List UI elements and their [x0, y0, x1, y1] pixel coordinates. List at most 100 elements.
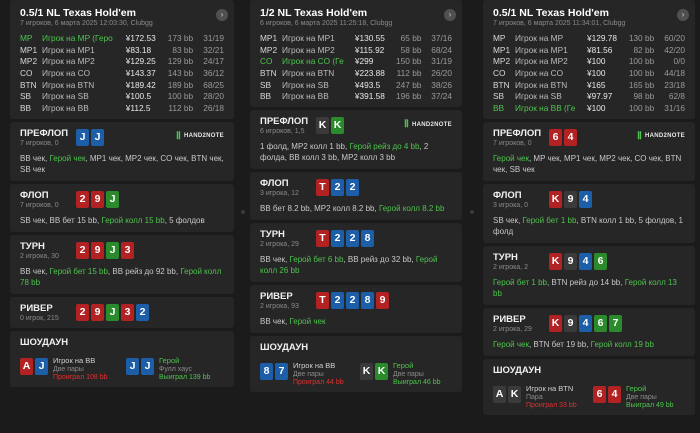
- showdown-combo: Две пары: [53, 365, 84, 373]
- player-row[interactable]: SB Игрок на SB ¥100.5 100 bb 28/20: [20, 91, 224, 103]
- playing-card: T: [316, 230, 329, 248]
- street-actions: BB чек, Герой чек, MP1 чек, MP2 чек, CO …: [20, 153, 224, 175]
- player-row[interactable]: SB Игрок на SB ¥97.97 98 bb 62/8: [493, 91, 685, 103]
- player-row[interactable]: CO Игрок на CO ¥100 100 bb 44/18: [493, 68, 685, 80]
- playing-card: 6: [594, 314, 607, 332]
- street-pot: 7 игроков, 0: [20, 139, 59, 147]
- playing-card: K: [331, 117, 344, 135]
- player-position: CO: [493, 68, 506, 79]
- player-row[interactable]: MP2 Игрок на MP2 ¥100 100 bb 0/0: [493, 56, 685, 68]
- player-row[interactable]: MP Игрок на MP ¥129.78 130 bb 60/20: [493, 33, 685, 45]
- street-label: ПРЕФЛОП 6 игроков, 1,5: [260, 116, 316, 135]
- showdown-name: Игрок на BTN: [526, 383, 574, 393]
- hand-panel-3: 0.5/1 NL Texas Hold'em 7 игроков, 6 марта…: [483, 0, 695, 433]
- action-text: , BTN рейз до 14 bb,: [546, 277, 625, 287]
- player-row[interactable]: MP Игрок на MP (Геро ¥172.53 173 bb 31/19: [20, 33, 224, 45]
- player-row[interactable]: MP1 Игрок на MP1 ¥81.56 82 bb 42/20: [493, 45, 685, 57]
- player-stats: 32/21: [203, 44, 224, 55]
- hand-panel-2: 1/2 NL Texas Hold'em 6 игроков, 6 марта 2…: [250, 0, 462, 433]
- player-row[interactable]: CO Игрок на CO (Ге ¥299 150 bb 31/19: [260, 56, 452, 68]
- chevron-right-icon[interactable]: ›: [677, 9, 689, 21]
- player-row[interactable]: MP2 Игрок на MP2 ¥115.92 58 bb 68/24: [260, 45, 452, 57]
- street-header: РИВЕР 2 игрока, 29 K 9 4 6 7: [493, 314, 685, 333]
- playing-card: J: [141, 357, 154, 375]
- playing-card: 4: [579, 190, 592, 208]
- player-row[interactable]: BB Игрок на BB (Ге ¥100 100 bb 31/16: [493, 103, 685, 115]
- player-row[interactable]: CO Игрок на CO ¥143.37 143 bb 36/12: [20, 68, 224, 80]
- playing-card: 9: [564, 190, 577, 208]
- player-row[interactable]: BTN Игрок на BTN ¥223.88 112 bb 26/20: [260, 68, 452, 80]
- street-label: ФЛОП 7 игроков, 0: [20, 190, 76, 209]
- showdown-info: Игрок на BB Две пары Проиграл 44 bb: [293, 361, 344, 386]
- playing-card: 4: [579, 314, 592, 332]
- player-bb: 100 bb: [167, 91, 194, 102]
- showdown-name: Герой: [159, 355, 180, 365]
- playing-card: 2: [76, 190, 89, 208]
- player-row[interactable]: BB Игрок на BB ¥112.5 112 bb 26/18: [20, 103, 224, 115]
- street-name: ФЛОП: [20, 189, 49, 201]
- street-label: ФЛОП 3 игрока, 12: [260, 178, 316, 197]
- player-stats: 28/20: [203, 91, 224, 102]
- showdown-section: ШОУДАУН 8 7 Игрок на BB Две пары Проиграл 44 …: [250, 336, 462, 393]
- playing-card: K: [360, 363, 373, 381]
- player-row[interactable]: MP1 Игрок на MP1 ¥130.55 65 bb 37/16: [260, 33, 452, 45]
- action-text: , BTN колл 1 bb, 5 фолдов, 1 фолд: [493, 215, 683, 236]
- street-header: РИВЕР 2 игрока, 93 T 2 2 8 9: [260, 291, 452, 310]
- player-stats: 68/24: [431, 44, 452, 55]
- action-text: Герой бет 6 bb: [289, 255, 344, 265]
- player-name: Игрок на BTN: [42, 79, 95, 90]
- action-text: Герой чек: [493, 153, 529, 163]
- playing-card: 6: [594, 252, 607, 270]
- player-row[interactable]: BTN Игрок на BTN ¥165 165 bb 23/18: [493, 80, 685, 92]
- street-label: ТУРН 2 игрока, 2: [493, 252, 549, 271]
- player-stack: ¥100: [586, 103, 606, 114]
- player-stack: ¥143.37: [125, 68, 156, 79]
- playing-card: 9: [564, 314, 577, 332]
- player-bb: 150 bb: [396, 56, 422, 67]
- action-text: , SB: [20, 153, 224, 174]
- showdown-combo: Пара: [526, 393, 543, 401]
- hand-panel-1: 0.5/1 NL Texas Hold'em 7 игроков, 6 марта…: [10, 0, 234, 433]
- player-name: Игрок на BB (Ге: [515, 103, 576, 114]
- playing-card: A: [20, 357, 33, 375]
- playing-card: 6: [593, 385, 606, 403]
- playing-card: 7: [275, 363, 288, 381]
- chevron-right-icon[interactable]: ›: [216, 9, 228, 21]
- player-position: BB: [493, 103, 505, 114]
- player-row[interactable]: MP1 Игрок на MP1 ¥83.18 83 bb 32/21: [20, 45, 224, 57]
- player-stats: 36/12: [203, 68, 224, 79]
- player-stats: 44/18: [664, 68, 685, 79]
- player-name: Игрок на MP1: [515, 44, 568, 55]
- playing-card: 2: [76, 241, 89, 259]
- street-name: РИВЕР: [493, 313, 526, 325]
- action-text: SB чек,: [493, 215, 523, 225]
- player-bb: 98 bb: [633, 91, 655, 102]
- hand-title: 0.5/1 NL Texas Hold'em: [20, 7, 136, 19]
- street-section: ТУРН 2 игрока, 2 K 9 4 6 Герой бет 1 bb, BTN р…: [483, 245, 695, 305]
- player-row[interactable]: BB Игрок на BB ¥391.58 196 bb 37/24: [260, 91, 452, 103]
- player-stack: ¥100: [586, 56, 606, 67]
- chevron-right-icon[interactable]: ›: [444, 9, 456, 21]
- action-text: чек: [32, 164, 46, 174]
- action-text: Герой чек: [493, 339, 529, 349]
- street-label: ФЛОП 3 игрока, 0: [493, 190, 549, 209]
- player-bb: 82 bb: [633, 44, 655, 55]
- showdown-info: Герой Фулл хаус Выиграл 139 bb: [159, 356, 210, 381]
- player-row[interactable]: SB Игрок на SB ¥493.5 247 bb 38/26: [260, 80, 452, 92]
- players-table: MP1 Игрок на MP1 ¥130.55 65 bb 37/16 MP2 Игрок…: [260, 33, 452, 103]
- divider-dot: [470, 210, 474, 214]
- player-stats: 38/26: [431, 79, 452, 90]
- player-row[interactable]: BTN Игрок на BTN ¥189.42 189 bb 68/25: [20, 80, 224, 92]
- street-pot: 2 игрока, 2: [493, 263, 528, 271]
- action-text: чек: [32, 215, 46, 225]
- action-text: чек: [272, 317, 286, 327]
- playing-card: 2: [346, 179, 359, 197]
- player-stack: ¥100.5: [125, 91, 152, 102]
- street-header: ТУРН 2 игрока, 30 2 9 J 3: [20, 241, 224, 260]
- player-row[interactable]: MP2 Игрок на MP2 ¥129.25 129 bb 24/17: [20, 56, 224, 68]
